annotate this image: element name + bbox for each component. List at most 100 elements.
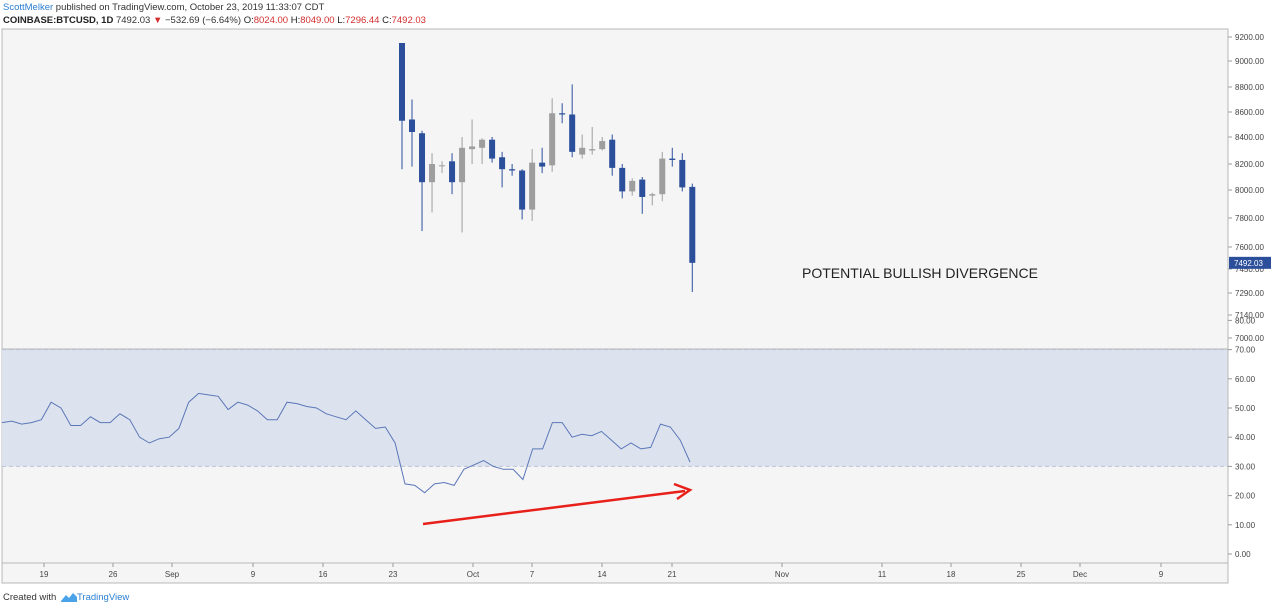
candle-body [549, 113, 556, 166]
candle-body [459, 147, 466, 183]
published-text: published on TradingView.com, October 23… [53, 2, 325, 13]
rsi-tick-label: 50.00 [1235, 404, 1256, 413]
time-axis[interactable]: 19 26 Sep 9 16 23 Oct 7 14 21 Nov 11 18 25 Dec 9 [40, 563, 1164, 579]
price-tick-label: 7000.00 [1235, 334, 1264, 343]
time-tick-label: 23 [389, 570, 398, 579]
rsi-tick-label: 20.00 [1235, 492, 1256, 501]
price-tick-label: 8800.00 [1235, 83, 1264, 92]
rsi-line [1, 392, 691, 494]
price-tick-label: 8200.00 [1235, 160, 1264, 169]
last-price-tag-label: 7492.03 [1234, 259, 1263, 268]
candle-body [689, 186, 696, 263]
time-tick-label: 11 [878, 570, 887, 579]
candle-body [589, 149, 596, 151]
time-tick-label: 16 [319, 570, 328, 579]
candle-body [409, 119, 416, 132]
time-tick-label: 26 [109, 570, 118, 579]
down-arrow-icon: ▼ [152, 15, 163, 26]
tradingview-logo-icon [60, 592, 77, 606]
open-value: 8024.00 [253, 15, 289, 26]
candle-body [539, 162, 546, 167]
candle-body [509, 169, 516, 171]
price-tick-label: 8000.00 [1235, 186, 1264, 195]
candle-body [479, 139, 486, 148]
divergence-arrow [422, 482, 693, 526]
price-tick-label: 7290.00 [1235, 289, 1264, 298]
high-value: 8049.00 [300, 15, 335, 26]
time-axis-bg [1, 562, 1229, 584]
rsi-tick-label: 80.00 [1235, 316, 1256, 325]
price-tick-label: 9000.00 [1235, 57, 1264, 66]
time-tick-label: 21 [668, 570, 677, 579]
time-tick-label: 9 [251, 570, 256, 579]
divergence-arrow-line [422, 489, 686, 526]
price-tick-label: 9200.00 [1235, 33, 1264, 42]
candle-body [599, 141, 606, 150]
candle-body [579, 147, 586, 155]
rsi-tick-label: 40.00 [1235, 433, 1256, 442]
author-link[interactable]: ScottMelker [3, 2, 54, 13]
time-tick-label: 14 [598, 570, 607, 579]
candle-body [659, 158, 666, 195]
rsi-tick-label: 0.00 [1235, 550, 1251, 559]
candle-body [609, 139, 616, 168]
price-tick-label: 7800.00 [1235, 214, 1264, 223]
time-tick-label: 9 [1159, 570, 1164, 579]
rsi-band [2, 349, 1228, 467]
candle-body [649, 194, 656, 196]
price-tick-label: 7600.00 [1235, 243, 1264, 252]
candle-body [679, 159, 686, 188]
time-tick-label: Nov [775, 570, 789, 579]
candle-body [619, 167, 626, 192]
price-axis[interactable]: 9200.00 9000.00 8800.00 8600.00 8400.00 8200.… [1227, 29, 1264, 563]
candle-body [629, 180, 636, 192]
price-tick-label: 7140.00 [1235, 311, 1264, 320]
price-change: −532.69 (−6.64%) [164, 15, 242, 26]
candle-body [399, 43, 405, 121]
rsi-axis[interactable]: 80.00 70.00 60.00 50.00 40.00 30.00 20.00 10.00… [1228, 316, 1256, 559]
divergence-arrowhead-icon [673, 482, 693, 501]
candle-body [489, 139, 496, 159]
candle-body [469, 146, 476, 150]
last-price: 7492.03 [115, 15, 151, 26]
candle-body [529, 162, 536, 210]
created-with-text: Created with [3, 592, 57, 603]
candle-body [639, 179, 646, 197]
price-pane-bg [1, 28, 1229, 350]
rsi-tick-label: 30.00 [1235, 462, 1256, 471]
time-tick-label: Oct [467, 570, 480, 579]
chart-area[interactable]: 9200.00 9000.00 8800.00 8600.00 8400.00 8200.… [0, 28, 1275, 585]
close-value: 7492.03 [391, 15, 426, 26]
divergence-annotation: POTENTIAL BULLISH DIVERGENCE [802, 265, 1038, 281]
candle-body [439, 165, 446, 167]
close-label: C: [382, 15, 392, 26]
candle-body [669, 158, 676, 160]
candle-body [499, 157, 506, 170]
open-label: O: [243, 15, 254, 26]
candle-body [429, 164, 436, 183]
low-value: 7296.44 [345, 15, 380, 26]
candlestick-series [399, 43, 696, 293]
price-tick-label: 7450.00 [1235, 265, 1264, 274]
rsi-tick-label: 60.00 [1235, 375, 1256, 384]
symbol-label: COINBASE:BTCUSD, 1D [3, 15, 114, 26]
ohlc-line: COINBASE:BTCUSD, 1D 7492.03 ▼ −532.69 (−… [3, 14, 426, 27]
candle-body [419, 133, 426, 183]
rsi-tick-label: 10.00 [1235, 521, 1256, 530]
time-tick-label: 25 [1017, 570, 1026, 579]
time-tick-label: 7 [530, 570, 535, 579]
time-tick-label: 18 [947, 570, 956, 579]
time-tick-label: Dec [1073, 570, 1087, 579]
candle-body [449, 161, 456, 183]
candle-body [519, 170, 526, 210]
rsi-tick-label: 70.00 [1235, 346, 1256, 355]
price-tick-label: 8600.00 [1235, 108, 1264, 117]
high-label: H: [290, 15, 301, 26]
candle-body [569, 114, 576, 152]
tradingview-link[interactable]: TradingView [76, 592, 130, 603]
chart-header: ScottMelker published on TradingView.com… [3, 1, 426, 27]
price-tick-label: 8400.00 [1235, 133, 1264, 142]
low-label: L: [337, 15, 346, 26]
time-tick-label: Sep [165, 570, 180, 579]
last-price-tag-bg [1229, 256, 1271, 269]
